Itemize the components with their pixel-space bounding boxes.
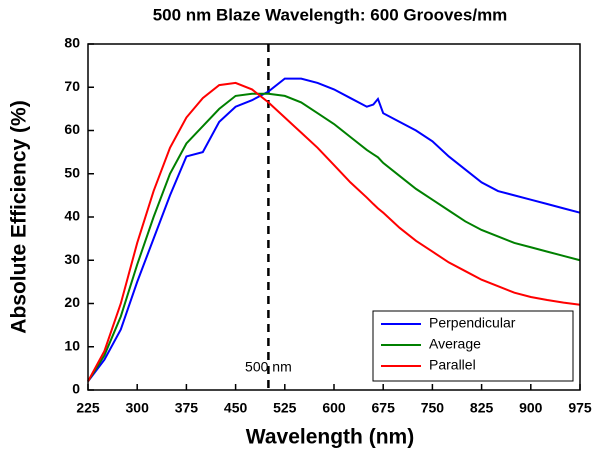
chart-title: 500 nm Blaze Wavelength: 600 Grooves/mm [153,5,508,24]
x-tick-label: 750 [421,400,445,416]
y-tick-label: 80 [64,35,80,51]
x-tick-label: 300 [126,400,150,416]
y-tick-label: 20 [64,294,80,310]
series-line [87,77,581,382]
y-tick-label: 50 [64,164,80,180]
plot-frame [87,43,581,391]
y-tick-label: 30 [64,251,80,267]
reference-label: 500 nm [245,359,292,375]
x-tick-label: 375 [175,400,199,416]
legend-label: Parallel [429,357,476,373]
y-tick-label: 40 [64,208,80,224]
y-axis-title: Absolute Efficiency (%) [8,100,31,333]
y-tick-label: 60 [64,121,80,137]
y-tick-label: 70 [64,78,80,94]
legend-label: Perpendicular [429,315,516,331]
y-tick-label: 0 [72,381,80,397]
series-line [87,92,581,382]
y-tick-label: 10 [64,337,80,353]
series-line [87,81,581,382]
legend-label: Average [429,336,481,352]
x-tick-label: 600 [322,400,346,416]
x-tick-label: 900 [519,400,543,416]
x-tick-label: 675 [372,400,396,416]
x-axis-title: Wavelength (nm) [246,426,414,449]
x-tick-label: 450 [224,400,248,416]
x-tick-label: 975 [568,400,592,416]
x-tick-label: 525 [273,400,297,416]
x-tick-label: 225 [76,400,100,416]
x-tick-label: 825 [470,400,494,416]
